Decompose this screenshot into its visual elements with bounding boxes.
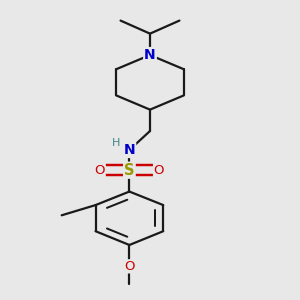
- Text: O: O: [95, 164, 105, 177]
- Text: O: O: [124, 260, 135, 273]
- Text: S: S: [124, 163, 135, 178]
- Text: N: N: [124, 143, 135, 157]
- Text: N: N: [144, 48, 156, 62]
- Text: H: H: [112, 138, 120, 148]
- Text: O: O: [154, 164, 164, 177]
